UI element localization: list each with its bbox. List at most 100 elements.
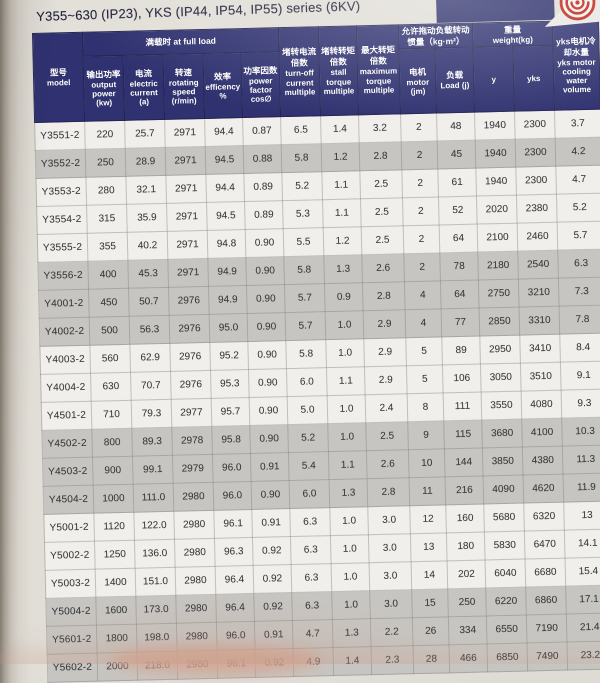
table-cell: 0.91	[251, 508, 291, 538]
table-cell: 1120	[93, 512, 135, 542]
table-cell: 280	[85, 176, 127, 206]
table-cell: 6.5	[280, 115, 322, 145]
table-cell: 2980	[174, 538, 216, 568]
column-header: 堵转转矩倍数 stall torque multiple	[318, 25, 359, 116]
table-cell: 28	[413, 645, 450, 674]
table-cell: 1.4	[333, 646, 372, 676]
table-cell: 2.6	[361, 254, 405, 284]
table-cell: 2950	[479, 335, 521, 365]
table-cell: 1940	[475, 167, 517, 197]
table-cell: 0.90	[245, 228, 284, 258]
table-cell: 560	[89, 344, 131, 374]
table-cell: 2977	[171, 398, 212, 428]
table-cell: 9.1	[560, 361, 600, 391]
table-cell: 3.2	[358, 114, 402, 144]
table-cell: 79.3	[131, 399, 172, 429]
table-cell: 2976	[169, 342, 211, 372]
table-cell: 2300	[515, 138, 556, 168]
table-cell: 26	[412, 617, 450, 646]
table-cell: 3680	[481, 419, 523, 449]
table-cell: 800	[91, 428, 133, 458]
table-cell: 2979	[172, 454, 214, 484]
model-cell: Y4501-2	[41, 401, 92, 431]
table-cell: 4	[404, 281, 442, 311]
table-cell: 5.2	[287, 423, 329, 453]
table-cell: 1000	[93, 484, 134, 514]
table-cell: 2.2	[370, 617, 414, 647]
table-cell: 2380	[516, 194, 558, 224]
spec-table-wrap: 型号 model 满载时 at full load 堵转电流倍数 turn-off cu…	[32, 20, 600, 683]
table-cell: 0.89	[243, 172, 283, 202]
table-cell: 1.1	[321, 171, 361, 200]
table-cell: 1600	[95, 596, 137, 626]
table-cell: 4080	[521, 390, 562, 420]
table-cell: 2180	[477, 251, 519, 281]
table-cell: 6.3	[291, 591, 333, 621]
model-cell: Y3556-2	[37, 261, 89, 291]
table-cell: 50.7	[128, 287, 170, 317]
table-cell: 1.0	[325, 311, 364, 340]
table-cell: 6860	[525, 586, 567, 616]
table-cell: 2	[401, 141, 438, 171]
table-cell: 144	[444, 448, 484, 478]
column-header: 型号 model	[32, 32, 85, 123]
model-cell: Y3554-2	[36, 205, 88, 235]
brand-logo-icon	[558, 0, 597, 22]
table-cell: 0.91	[250, 452, 290, 482]
table-cell: 8.4	[559, 333, 600, 363]
table-cell: 710	[91, 400, 132, 430]
table-cell: 2	[403, 225, 440, 255]
table-cell: 2.5	[360, 198, 404, 228]
table-cell: 6680	[525, 558, 566, 588]
model-cell: Y5602-2	[47, 653, 98, 683]
table-cell: 99.1	[132, 455, 174, 485]
table-cell: 89.3	[131, 427, 173, 457]
table-cell: 136.0	[134, 539, 176, 569]
table-cell: 6.3	[291, 563, 332, 593]
table-cell: 0.88	[243, 144, 282, 174]
table-cell: 111	[443, 392, 482, 422]
table-cell: 96.3	[214, 537, 254, 567]
table-cell: 14	[411, 561, 448, 590]
column-header: 堵转电流倍数 turn-off current multiple	[278, 26, 321, 117]
table-cell: 6550	[486, 615, 528, 645]
table-cell: 4380	[522, 446, 564, 476]
table-cell: 0.91	[254, 620, 294, 650]
table-cell: 4100	[521, 418, 563, 448]
table-cell: 1.0	[331, 590, 371, 620]
table-cell: 21.4	[566, 613, 600, 643]
table-cell: 64	[439, 224, 478, 254]
table-cell: 2.4	[365, 394, 408, 423]
table-cell: 4.7	[292, 619, 334, 649]
table-cell: 1.0	[327, 422, 367, 452]
table-cell: 1400	[95, 568, 136, 598]
table-cell: 2.9	[364, 366, 408, 396]
motor-spec-table: 型号 model 满载时 at full load 堵转电流倍数 turn-off cu…	[32, 20, 600, 683]
table-cell: 2	[400, 113, 438, 143]
model-cell: Y5001-2	[43, 513, 95, 543]
table-cell: 1.3	[329, 478, 368, 508]
table-cell: 4.7	[555, 165, 600, 195]
column-header: 允许拖动负载转动惯量（kg·m²）	[398, 23, 474, 50]
table-cell: 2980	[175, 566, 216, 596]
table-cell: 45.3	[127, 259, 169, 289]
table-cell: 11.3	[562, 445, 600, 475]
table-cell: 1.1	[326, 367, 366, 396]
table-cell: 250	[85, 148, 126, 178]
table-cell: 2980	[175, 594, 217, 624]
model-cell: Y4504-2	[43, 485, 94, 515]
column-header: 效率 efficency %	[203, 52, 243, 119]
table-cell: 1.4	[320, 115, 360, 144]
table-cell: 3550	[481, 391, 522, 421]
table-cell: 5.2	[281, 171, 323, 201]
table-cell: 94.4	[205, 173, 245, 203]
table-cell: 3.0	[368, 533, 412, 563]
table-cell: 5.3	[282, 199, 324, 229]
table-cell: 3050	[480, 363, 522, 393]
table-cell: 0.90	[246, 284, 286, 314]
table-cell: 3410	[519, 334, 561, 364]
table-cell: 95.0	[209, 313, 248, 343]
table-cell: 2971	[167, 258, 209, 288]
table-cell: 94.5	[206, 201, 246, 231]
table-cell: 2976	[170, 370, 212, 400]
